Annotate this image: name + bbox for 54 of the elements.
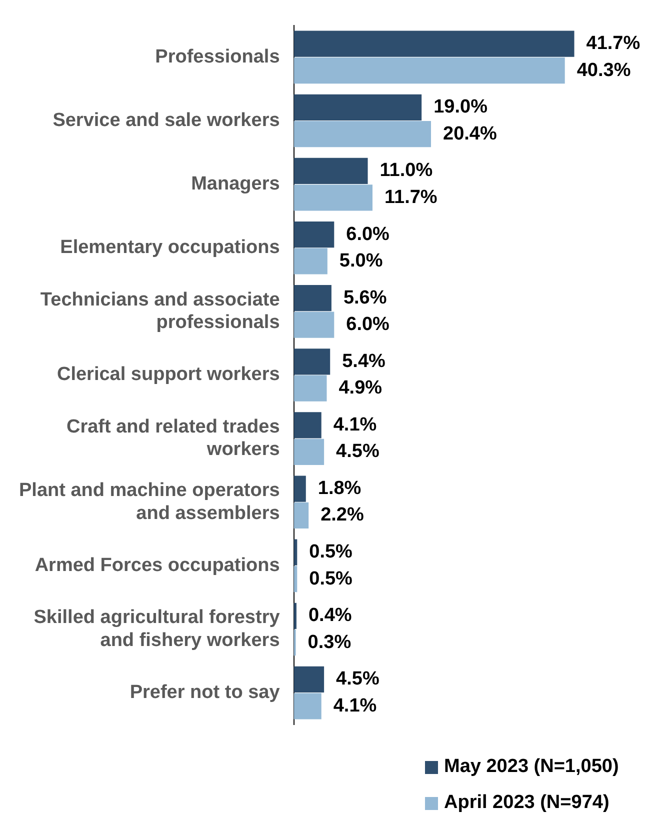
data-label: 20.4%: [443, 123, 497, 144]
data-label: 19.0%: [434, 96, 488, 118]
y-tick-label: Professionals: [155, 46, 280, 68]
legend-label: May 2023 (N=1,050): [444, 756, 619, 778]
data-label: 4.9%: [338, 378, 382, 399]
legend-label: April 2023 (N=974): [444, 792, 610, 814]
y-tick-label: Clerical support workers: [56, 364, 280, 386]
data-label: 5.6%: [343, 287, 387, 308]
bar: [294, 438, 324, 465]
y-tick-label: Service and sale workers: [52, 110, 280, 131]
data-label: 4.5%: [336, 441, 380, 462]
data-label: 41.7%: [586, 33, 640, 54]
bar: [294, 94, 422, 120]
y-tick-label: Technicians and associate professionals: [40, 289, 280, 334]
data-label: 6.0%: [346, 314, 390, 336]
data-label: 6.0%: [346, 224, 390, 245]
data-label: 0.5%: [309, 568, 353, 590]
bar: [294, 666, 324, 693]
bar: [294, 312, 334, 338]
bar: [294, 158, 368, 184]
data-label: 5.0%: [339, 250, 383, 272]
y-tick-label: Plant and machine operators and assemblers: [18, 480, 280, 524]
data-label: 0.3%: [308, 632, 352, 653]
bar: [294, 693, 322, 720]
bar: [294, 602, 296, 629]
y-tick-label: Craft and related trades workers: [66, 416, 280, 460]
data-label: 11.0%: [380, 160, 433, 182]
bar: [294, 285, 332, 312]
data-label: 0.5%: [309, 542, 353, 563]
data-label: 4.1%: [333, 414, 377, 436]
data-label: 0.4%: [308, 605, 352, 626]
data-label: 2.2%: [320, 504, 364, 526]
y-tick-label: Managers: [191, 174, 280, 195]
data-label: 1.8%: [318, 478, 362, 500]
data-label: 40.3%: [576, 60, 631, 81]
bar: [294, 375, 327, 402]
bar: [294, 348, 330, 375]
y-tick-label: Armed Forces occupations: [34, 554, 280, 576]
data-label: 5.4%: [342, 350, 386, 372]
data-label: 11.7%: [384, 186, 438, 208]
bar: [294, 121, 431, 148]
bar: [294, 476, 306, 502]
bar: [294, 184, 372, 211]
bar: [294, 57, 565, 84]
y-tick-label: Prefer not to say: [130, 682, 280, 704]
bar: [294, 412, 322, 438]
bar: [294, 30, 574, 57]
bar: [294, 248, 328, 274]
y-tick-label: Elementary occupations: [60, 237, 280, 258]
y-tick-label: Skilled agricultural forestry and fishery workers: [34, 607, 280, 651]
data-label: 4.1%: [333, 695, 377, 716]
bar: [294, 502, 309, 529]
data-label: 4.5%: [336, 668, 380, 690]
bar: [294, 221, 334, 248]
